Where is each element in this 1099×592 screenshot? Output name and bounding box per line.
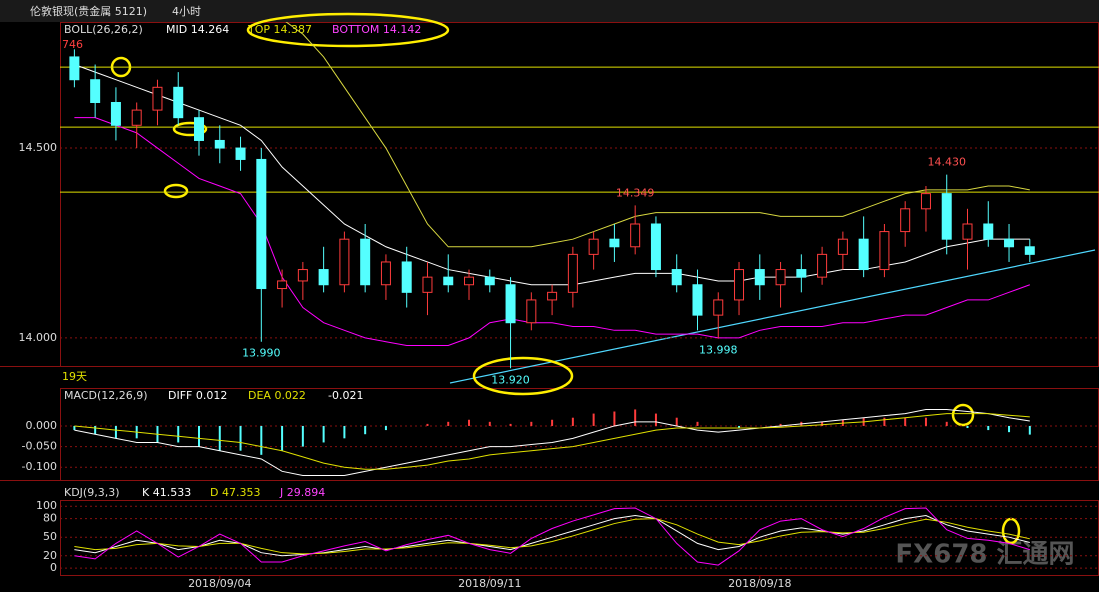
candle-body	[464, 276, 475, 286]
kdj-label: KDJ(9,3,3)	[64, 486, 120, 499]
candle-body	[900, 208, 911, 233]
d: D 47.353	[210, 486, 260, 499]
candle-body	[401, 261, 412, 293]
indicator-line	[74, 408, 1030, 476]
candle-body	[422, 276, 433, 293]
macd-value: -0.021	[328, 389, 363, 402]
diff: DIFF 0.012	[168, 389, 227, 402]
candle-body	[69, 56, 80, 81]
y-tick-label: -0.050	[22, 440, 57, 453]
candle-body	[734, 269, 745, 301]
y-tick-label: 0.000	[26, 419, 58, 432]
boll-bottom: BOTTOM 14.142	[332, 23, 421, 36]
candle-body	[339, 238, 350, 286]
title-bar	[0, 0, 1099, 22]
candle-body	[817, 253, 828, 278]
y-tick-label: 20	[43, 549, 57, 562]
candle-body	[837, 238, 848, 255]
boll-label: BOLL(26,26,2)	[64, 23, 143, 36]
candle-body	[256, 158, 267, 290]
y-tick-label: 14.500	[19, 141, 58, 154]
candle-body	[131, 109, 142, 126]
y-tick-label: 80	[43, 512, 57, 525]
boll-top: TOP 14.387	[247, 23, 312, 36]
candle-body	[754, 269, 765, 286]
candle-body	[630, 223, 641, 248]
x-tick-label: 2018/09/11	[458, 577, 521, 590]
candle-body	[1024, 246, 1035, 255]
indicator-line	[74, 413, 1030, 470]
indicator-line	[285, 22, 1030, 248]
clipped-label: 746	[62, 38, 83, 51]
y-tick-label: 50	[43, 530, 57, 543]
candle-body	[380, 261, 391, 286]
candle-body	[567, 253, 578, 293]
candle-body	[650, 223, 661, 271]
candle-body	[90, 79, 101, 103]
y-tick-label: 0	[50, 561, 57, 574]
candle-body	[588, 238, 599, 255]
candle-body	[110, 101, 121, 126]
price-annotation: 13.990	[242, 347, 281, 360]
candle-body	[983, 223, 994, 240]
k: K 41.533	[142, 486, 191, 499]
indicator-line	[74, 507, 1030, 566]
j: J 29.894	[279, 486, 325, 499]
x-tick-label: 2018/09/18	[728, 577, 791, 590]
candle-body	[692, 284, 703, 316]
candle-body	[505, 284, 516, 324]
boll-mid: MID 14.264	[166, 23, 229, 36]
candle-body	[962, 223, 973, 240]
candle-body	[484, 276, 495, 286]
candle-body	[443, 276, 454, 286]
y-tick-label: -0.100	[22, 460, 57, 473]
span-label: 19天	[62, 370, 87, 383]
x-tick-label: 2018/09/04	[188, 577, 251, 590]
macd-label: MACD(12,26,9)	[64, 389, 148, 402]
candle-body	[214, 139, 225, 149]
candle-body	[173, 86, 184, 119]
candle-body	[796, 269, 807, 278]
candle-body	[609, 238, 620, 248]
candle-body	[318, 269, 329, 286]
candle-body	[920, 193, 931, 210]
candle-body	[879, 231, 890, 271]
candle-body	[858, 238, 869, 271]
candle-body	[235, 147, 246, 160]
candle-body	[526, 299, 537, 324]
indicator-line	[74, 518, 1030, 555]
trend-line	[449, 249, 1096, 384]
candle-body	[941, 193, 952, 240]
candle-body	[775, 269, 786, 286]
y-tick-label: 14.000	[19, 331, 58, 344]
y-tick-label: 100	[36, 499, 57, 512]
watermark: FX678 汇通网	[895, 540, 1074, 570]
period[interactable]: 4小时	[172, 5, 201, 18]
price-annotation: 13.998	[699, 344, 738, 357]
candle-body	[671, 269, 682, 286]
indicator-line	[74, 117, 1030, 346]
dea: DEA 0.022	[248, 389, 306, 402]
candle-body	[277, 280, 288, 290]
price-annotation: 14.349	[616, 186, 655, 199]
highlights	[110, 12, 1021, 545]
candle-body	[152, 86, 163, 111]
instrument-title: 伦敦银现(贵金属 5121)	[30, 4, 147, 18]
price-annotation: 14.430	[927, 156, 966, 169]
candle-body	[713, 299, 724, 316]
candle-body	[194, 117, 205, 141]
candle-body	[360, 238, 371, 286]
candle-body	[297, 269, 308, 282]
price-annotation: 13.920	[491, 373, 530, 386]
indicator-line	[74, 514, 1030, 557]
candle-body	[547, 291, 558, 301]
candle-body	[1004, 238, 1015, 248]
